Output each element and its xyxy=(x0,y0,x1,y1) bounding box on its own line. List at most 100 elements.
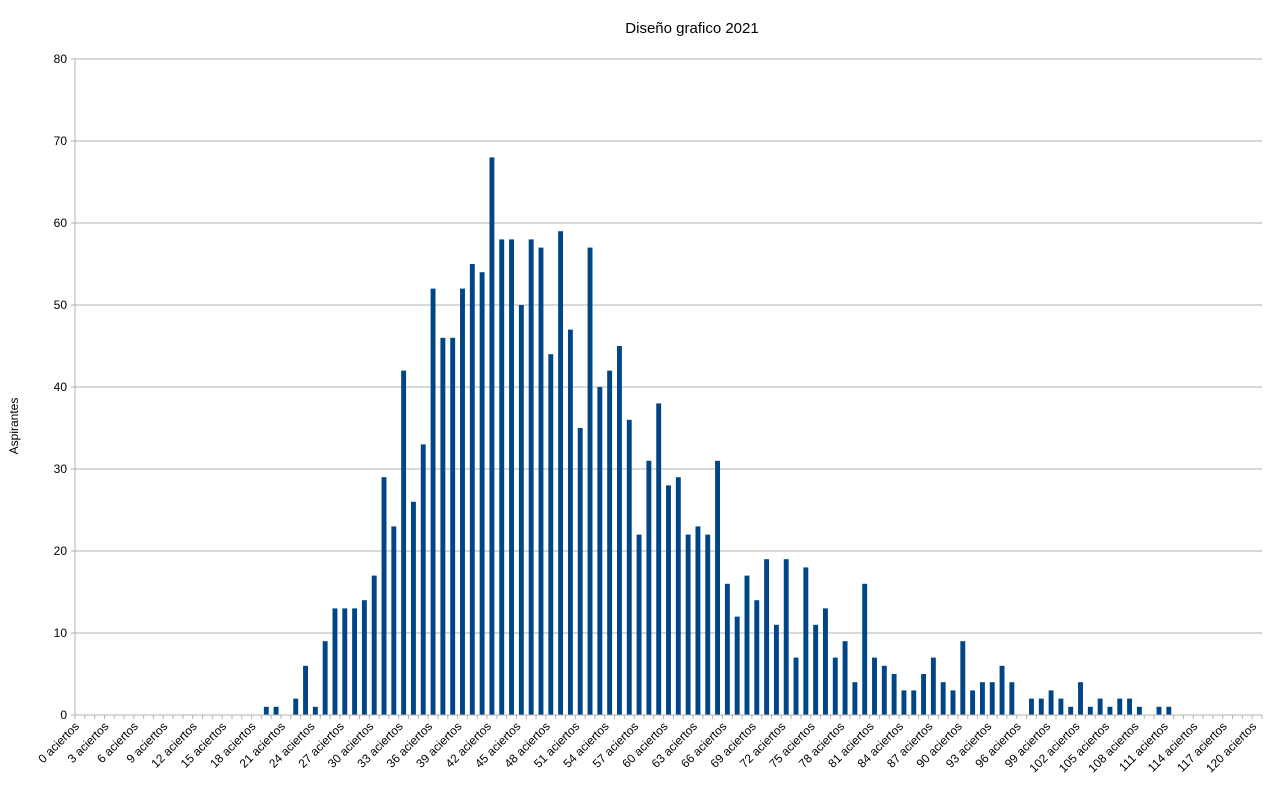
gridlines xyxy=(75,58,1262,634)
bar xyxy=(685,534,691,715)
bar xyxy=(862,583,868,715)
bar xyxy=(803,567,809,715)
bar xyxy=(911,690,917,715)
bar xyxy=(499,239,505,715)
bar xyxy=(950,690,956,715)
bar xyxy=(1078,682,1083,715)
bar xyxy=(744,575,750,715)
bar xyxy=(548,354,554,715)
y-tick-label: 30 xyxy=(54,462,68,476)
bar xyxy=(999,665,1005,715)
bar xyxy=(1127,698,1133,715)
bar xyxy=(813,624,819,715)
bar xyxy=(1068,706,1074,715)
bar xyxy=(891,674,897,715)
y-tick-label: 40 xyxy=(54,380,68,394)
bar xyxy=(430,288,436,715)
bar xyxy=(1107,706,1113,715)
bar xyxy=(646,460,652,715)
bar xyxy=(823,608,828,715)
bar xyxy=(1038,698,1044,715)
bar xyxy=(666,485,671,715)
bar xyxy=(489,157,495,715)
bar xyxy=(303,665,308,715)
bar xyxy=(852,682,858,715)
bar xyxy=(675,477,681,715)
bar xyxy=(940,682,946,715)
bar xyxy=(764,559,770,715)
bar xyxy=(1156,706,1162,715)
bar xyxy=(401,370,407,715)
bar xyxy=(440,337,446,715)
bar xyxy=(1097,698,1103,715)
bar xyxy=(361,600,367,715)
chart-title: Diseño grafico 2021 xyxy=(625,20,758,37)
bar xyxy=(715,460,721,715)
bar xyxy=(705,534,711,715)
axes xyxy=(71,58,1263,719)
bar xyxy=(783,559,789,715)
bar xyxy=(371,575,377,715)
bar xyxy=(1087,706,1093,715)
y-tick-label: 20 xyxy=(54,544,68,558)
bar xyxy=(322,641,328,715)
bar xyxy=(970,690,976,715)
bars xyxy=(263,157,1172,715)
bar xyxy=(1029,698,1034,715)
bar xyxy=(881,665,887,715)
bar xyxy=(626,419,632,715)
bar xyxy=(695,526,701,715)
bar xyxy=(636,534,642,715)
y-tick-label: 50 xyxy=(54,298,68,312)
bar xyxy=(538,247,544,715)
y-tick-label: 60 xyxy=(54,216,68,230)
bar xyxy=(391,526,397,715)
bar xyxy=(832,657,838,715)
bar xyxy=(518,305,524,715)
bar xyxy=(901,690,907,715)
bar xyxy=(460,288,465,715)
bar xyxy=(1058,698,1064,715)
y-tick-label: 80 xyxy=(54,52,68,66)
bar xyxy=(930,657,936,715)
bar xyxy=(558,231,564,715)
bar xyxy=(263,706,269,715)
bar xyxy=(410,501,416,715)
bar xyxy=(312,706,318,715)
bar xyxy=(724,583,730,715)
bar xyxy=(1117,698,1123,715)
bar xyxy=(842,641,848,715)
bar xyxy=(616,346,622,715)
bar xyxy=(273,706,279,715)
bar xyxy=(479,272,485,715)
bar xyxy=(567,329,573,715)
y-tick-label: 10 xyxy=(54,626,68,640)
bar xyxy=(989,682,995,715)
bar xyxy=(420,444,426,715)
y-axis-label: Aspirantes xyxy=(7,398,21,455)
y-tick-label: 70 xyxy=(54,134,68,148)
bar xyxy=(381,477,387,715)
bar xyxy=(734,616,740,715)
bar xyxy=(793,657,799,715)
bar xyxy=(587,247,593,715)
bar xyxy=(342,608,348,715)
bar xyxy=(1009,682,1015,715)
bar xyxy=(469,264,475,715)
bar xyxy=(921,674,927,715)
y-tick-labels: 0 10 20 30 40 50 60 70 80 xyxy=(54,52,68,722)
bar xyxy=(773,624,779,715)
bar xyxy=(1166,706,1172,715)
bar xyxy=(293,698,299,715)
bar xyxy=(1136,706,1142,715)
bar xyxy=(352,608,358,715)
y-tick-label: 0 xyxy=(60,708,67,722)
bar xyxy=(577,428,583,715)
bar xyxy=(872,657,877,715)
bar xyxy=(754,600,760,715)
bar xyxy=(332,608,338,715)
bar xyxy=(450,337,456,715)
bar xyxy=(656,403,662,715)
